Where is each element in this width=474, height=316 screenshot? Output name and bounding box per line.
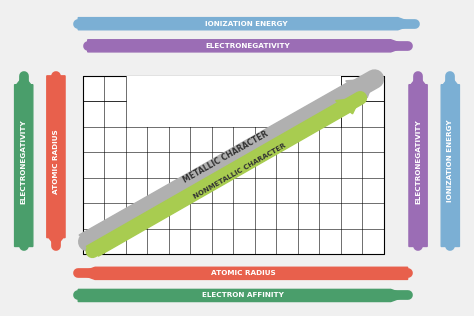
Text: ELECTRONEGATIVITY: ELECTRONEGATIVITY xyxy=(415,119,421,204)
Text: ATOMIC RADIUS: ATOMIC RADIUS xyxy=(210,270,275,276)
FancyArrow shape xyxy=(78,18,415,30)
Text: ELECTRONEGATIVITY: ELECTRONEGATIVITY xyxy=(205,43,290,49)
Text: NONMETALLIC CHARACTER: NONMETALLIC CHARACTER xyxy=(192,143,287,200)
Text: ATOMIC RADIUS: ATOMIC RADIUS xyxy=(53,129,59,193)
FancyArrow shape xyxy=(441,76,459,246)
FancyArrow shape xyxy=(79,79,374,248)
FancyArrow shape xyxy=(78,289,408,301)
Bar xyxy=(126,76,341,101)
FancyArrow shape xyxy=(78,267,408,279)
Text: IONIZATION ENERGY: IONIZATION ENERGY xyxy=(205,21,288,27)
FancyArrow shape xyxy=(86,98,360,256)
Bar xyxy=(126,101,341,127)
Text: ELECTRON AFFINITY: ELECTRON AFFINITY xyxy=(202,293,284,298)
Text: ELECTRONEGATIVITY: ELECTRONEGATIVITY xyxy=(21,119,27,204)
Bar xyxy=(83,76,384,254)
FancyArrow shape xyxy=(88,40,408,52)
FancyArrow shape xyxy=(409,76,427,246)
FancyArrow shape xyxy=(15,76,33,246)
FancyArrow shape xyxy=(47,76,65,246)
Text: METALLIC CHARACTER: METALLIC CHARACTER xyxy=(181,130,270,185)
Text: IONIZATION ENERGY: IONIZATION ENERGY xyxy=(447,120,453,203)
